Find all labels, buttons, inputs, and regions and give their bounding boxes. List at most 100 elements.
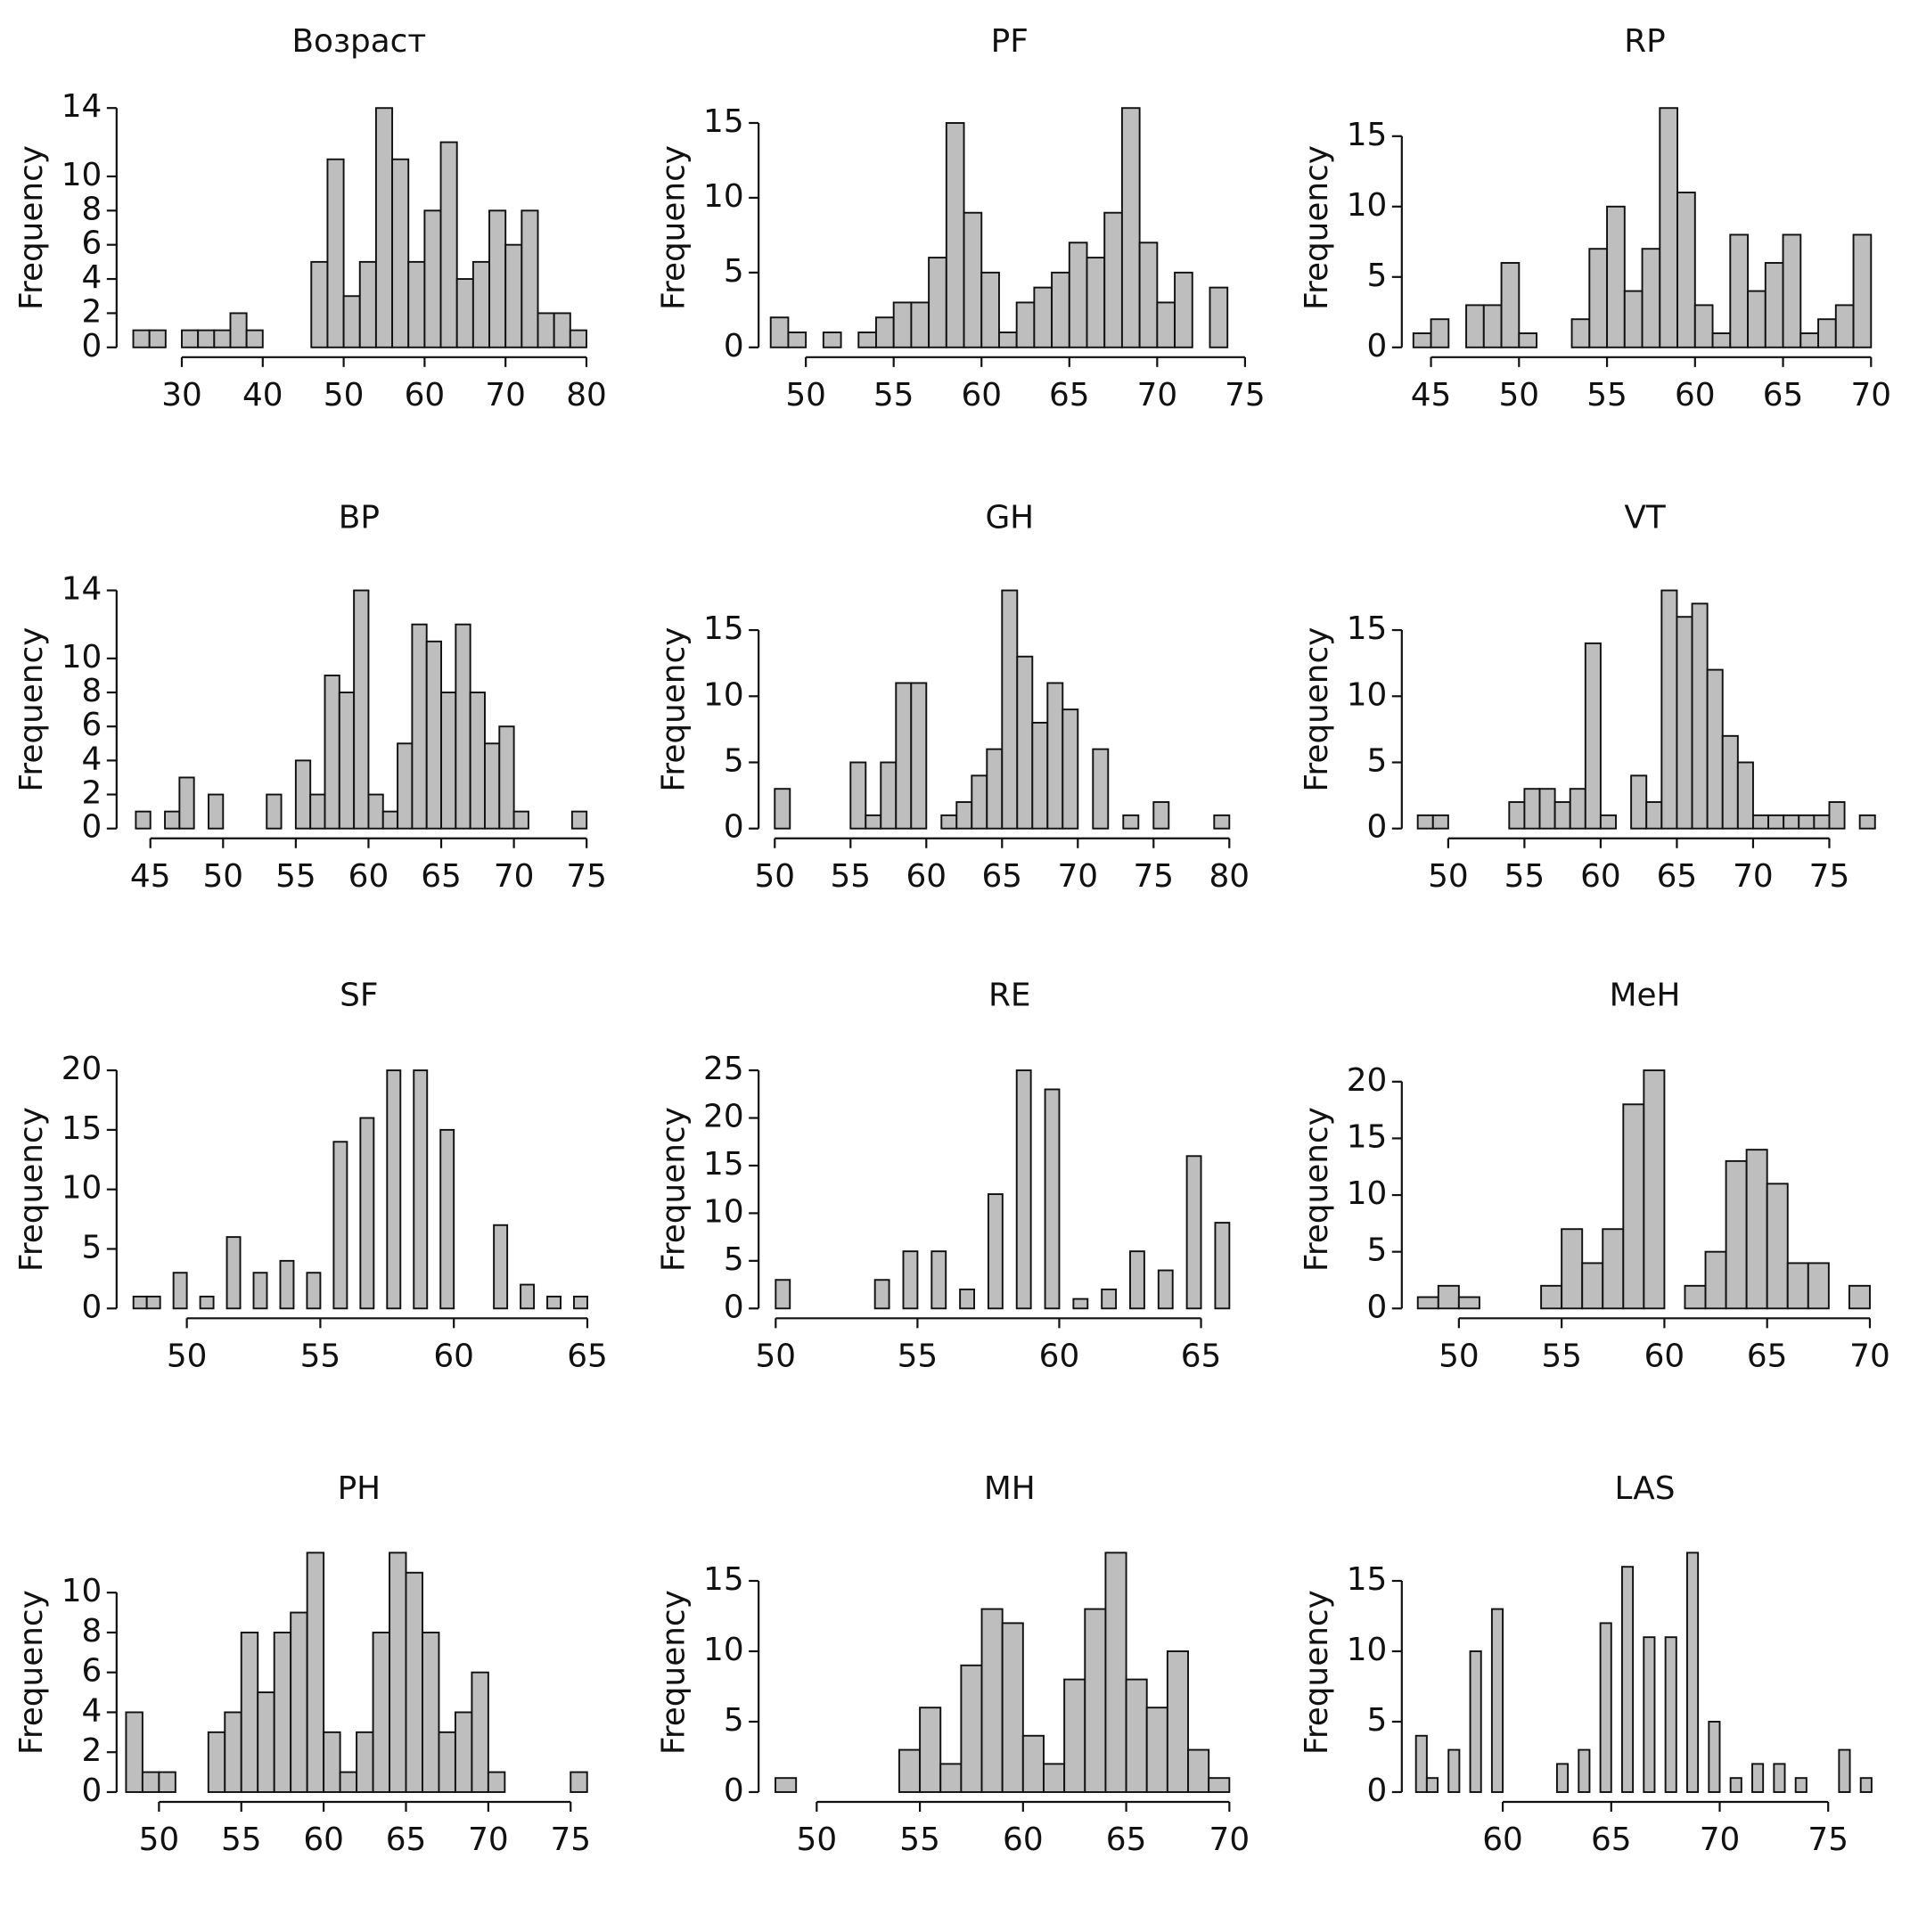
- bar: [1103, 211, 1123, 348]
- bar: [1858, 814, 1876, 830]
- x-tick-label: 60: [1644, 1338, 1685, 1374]
- x-tick-label: 30: [161, 377, 202, 413]
- y-tick-label: 0: [1367, 809, 1388, 846]
- x-tick-label: 65: [1181, 1338, 1222, 1374]
- bar: [774, 788, 791, 830]
- y-tick-label: 5: [82, 1229, 102, 1265]
- bar: [213, 329, 232, 348]
- bar: [386, 1069, 402, 1310]
- bar: [389, 1551, 407, 1793]
- bar: [873, 1279, 890, 1310]
- x-tick-label: 55: [1541, 1338, 1582, 1374]
- bar: [1209, 286, 1229, 348]
- x-tick-label: 75: [566, 858, 607, 895]
- bar: [1729, 1777, 1742, 1793]
- bar: [132, 329, 151, 348]
- y-tick-label: 5: [724, 743, 744, 780]
- x-tick-label: 60: [1675, 377, 1716, 413]
- y-tick-label: 15: [703, 610, 744, 647]
- bar: [1145, 1707, 1168, 1793]
- bar: [158, 1771, 176, 1793]
- bar: [1588, 248, 1609, 348]
- bar: [1062, 708, 1079, 830]
- bar: [1817, 318, 1837, 348]
- x-tick-label: 50: [797, 1821, 838, 1858]
- bar: [1664, 1636, 1677, 1793]
- bar: [245, 329, 264, 348]
- bar: [1518, 332, 1538, 348]
- y-tick-label: 5: [1367, 258, 1388, 294]
- bar: [1828, 801, 1846, 830]
- bar: [1643, 1636, 1656, 1793]
- y-tick-label: 8: [82, 191, 102, 227]
- bar: [910, 301, 930, 348]
- bar: [928, 257, 947, 348]
- y-tick-label: 6: [82, 707, 102, 743]
- bar: [520, 1283, 536, 1310]
- x-tick-label: 70: [494, 858, 535, 895]
- y-tick-label: 0: [724, 1772, 744, 1809]
- y-tick-label: 5: [724, 253, 744, 290]
- bar: [342, 295, 361, 348]
- y-tick-label: 2: [82, 293, 102, 330]
- bar: [294, 759, 312, 830]
- bar: [273, 1631, 292, 1793]
- bar: [397, 742, 414, 830]
- bar: [980, 271, 1000, 348]
- bar: [135, 810, 152, 830]
- bar: [1138, 242, 1159, 348]
- y-tick-label: 15: [703, 1146, 744, 1183]
- x-tick-label: 50: [324, 377, 365, 413]
- bar: [1416, 1296, 1439, 1310]
- bar: [471, 260, 490, 348]
- bar: [987, 1193, 1004, 1310]
- x-tick-label: 65: [567, 1338, 608, 1374]
- x-tick-label: 60: [1039, 1338, 1080, 1374]
- bar: [1838, 1748, 1851, 1793]
- bar: [423, 209, 442, 348]
- bar: [880, 761, 898, 830]
- bar: [1766, 1183, 1789, 1310]
- bar: [1623, 290, 1644, 348]
- x-tick-label: 45: [130, 858, 171, 895]
- bar: [570, 1771, 588, 1793]
- bar: [469, 692, 486, 830]
- bar: [960, 1664, 983, 1793]
- bar: [963, 211, 983, 348]
- bar: [1834, 304, 1855, 348]
- x-tick-label: 55: [899, 1821, 940, 1858]
- y-tick-label: 10: [1347, 187, 1388, 224]
- bar: [1129, 1250, 1145, 1310]
- bar: [332, 1141, 348, 1310]
- bar: [1152, 801, 1170, 830]
- x-tick-label: 70: [1209, 1821, 1250, 1858]
- x-tick-label: 60: [303, 1821, 344, 1858]
- bar: [1708, 1721, 1721, 1793]
- bar: [339, 1771, 358, 1793]
- panel-title: BP: [339, 500, 380, 536]
- y-tick-label: 10: [703, 1632, 744, 1668]
- bar: [422, 1631, 440, 1793]
- y-tick-label: 0: [82, 328, 102, 364]
- bar: [338, 692, 356, 830]
- bar: [252, 1272, 268, 1310]
- x-tick-label: 65: [421, 858, 462, 895]
- histogram-panel: GH Frequency 50 55 60 65 70 75 80 0 5 10 15: [655, 500, 1250, 895]
- bar: [1555, 1763, 1570, 1793]
- bar: [1156, 301, 1176, 348]
- bar: [1622, 1103, 1645, 1310]
- x-tick-label: 65: [1591, 1821, 1632, 1858]
- panel-title: Возраст: [292, 23, 427, 60]
- bar: [454, 1711, 473, 1793]
- bar: [1122, 814, 1140, 830]
- bar: [1430, 318, 1450, 348]
- histogram-panel: SF Frequency 50 55 60 65 0 5 10 15 20: [13, 977, 608, 1374]
- panel-title: PF: [991, 23, 1029, 60]
- x-tick-label: 55: [1504, 858, 1545, 895]
- bar: [895, 682, 913, 830]
- bar: [1848, 1284, 1871, 1310]
- x-tick-label: 65: [1657, 858, 1698, 895]
- bar: [132, 1295, 148, 1310]
- bar: [1606, 205, 1626, 348]
- x-tick-label: 65: [982, 858, 1023, 895]
